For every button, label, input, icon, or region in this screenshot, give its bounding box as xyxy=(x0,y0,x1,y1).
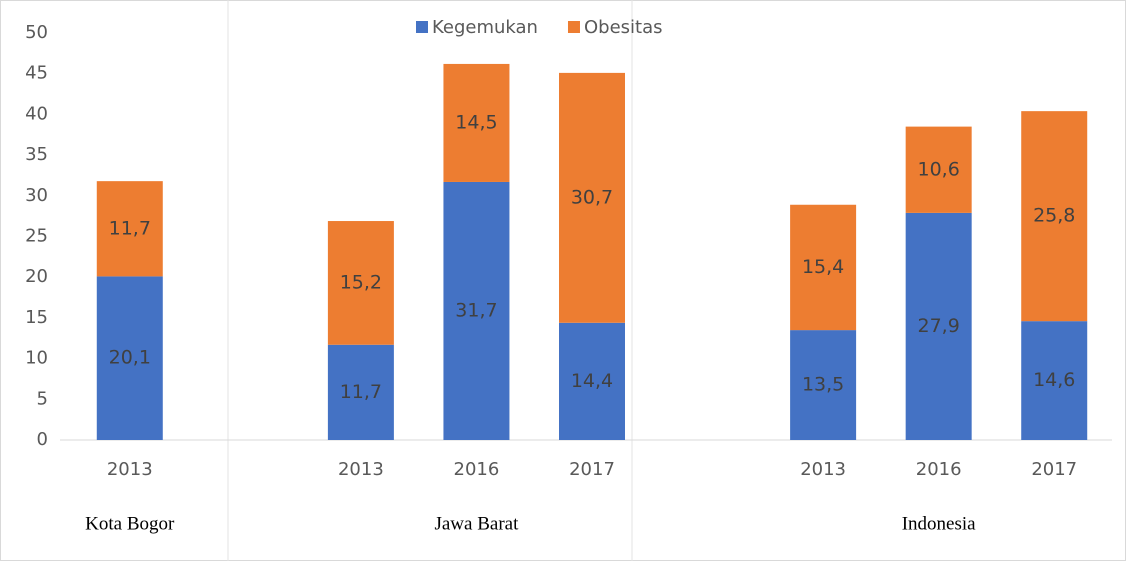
data-label: 27,9 xyxy=(918,315,960,337)
bar-segment xyxy=(790,330,857,440)
data-label: 10,6 xyxy=(918,158,960,180)
x-tick-label: 2016 xyxy=(454,459,500,480)
bar-segment xyxy=(790,204,857,331)
x-tick-label: 2017 xyxy=(569,459,615,480)
x-tick-label: 2013 xyxy=(338,459,384,480)
data-label: 15,2 xyxy=(340,271,382,293)
data-label: 15,4 xyxy=(802,256,844,278)
bar-segment xyxy=(1021,321,1088,440)
y-tick-label: 40 xyxy=(25,103,48,124)
y-tick-label: 45 xyxy=(25,63,48,84)
bar-segment xyxy=(559,72,625,323)
group-label: Indonesia xyxy=(902,513,976,534)
legend-swatch xyxy=(567,21,580,33)
bar-segment xyxy=(327,344,394,440)
bar-segment xyxy=(559,322,625,440)
group-label: Kota Bogor xyxy=(85,513,175,534)
data-label: 31,7 xyxy=(455,299,497,321)
data-label: 14,6 xyxy=(1033,369,1075,391)
data-label: 20,1 xyxy=(109,347,151,369)
y-tick-label: 0 xyxy=(37,429,48,450)
y-tick-label: 15 xyxy=(25,307,48,328)
x-tick-label: 2013 xyxy=(107,459,153,480)
data-label: 14,4 xyxy=(571,370,613,392)
legend-label: Kegemukan xyxy=(432,17,538,38)
bar-segment xyxy=(96,181,163,277)
data-label: 13,5 xyxy=(802,374,844,396)
x-tick-label: 2016 xyxy=(916,459,962,480)
y-tick-label: 35 xyxy=(25,144,48,165)
y-tick-label: 50 xyxy=(25,22,48,43)
y-tick-label: 25 xyxy=(25,226,48,247)
bar-segment xyxy=(905,126,972,213)
bar-segment xyxy=(96,276,163,440)
legend-label: Obesitas xyxy=(584,17,663,38)
x-tick-label: 2013 xyxy=(800,459,846,480)
legend-swatch xyxy=(416,21,428,33)
y-tick-label: 5 xyxy=(37,388,48,409)
data-label: 11,7 xyxy=(109,217,151,239)
y-tick-label: 20 xyxy=(25,266,48,287)
data-label: 14,5 xyxy=(455,111,497,133)
data-label: 25,8 xyxy=(1033,205,1075,227)
bar-segment xyxy=(1021,111,1088,322)
bar-segment xyxy=(327,221,394,345)
data-label: 30,7 xyxy=(571,186,613,208)
group-label: Jawa Barat xyxy=(434,513,519,534)
y-tick-label: 10 xyxy=(25,348,48,369)
bar-segment xyxy=(905,212,972,440)
data-label: 11,7 xyxy=(340,381,382,403)
bar-segment xyxy=(443,181,510,440)
y-tick-label: 30 xyxy=(25,185,48,206)
bar-segment xyxy=(443,63,510,182)
x-tick-label: 2017 xyxy=(1031,459,1077,480)
